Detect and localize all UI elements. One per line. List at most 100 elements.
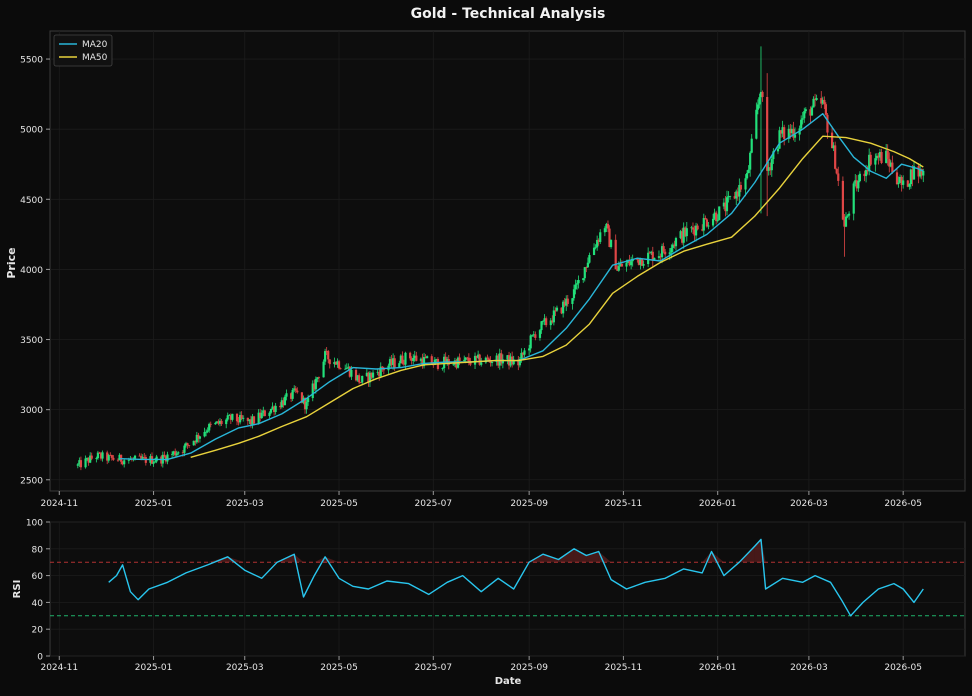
candle-body: [348, 366, 351, 377]
candle-body: [682, 227, 685, 243]
candle-body: [701, 229, 704, 231]
candle-body: [653, 257, 656, 261]
candle-body: [424, 357, 427, 359]
candle-body: [356, 375, 359, 381]
candle-body: [685, 228, 688, 237]
candle-body: [300, 392, 304, 403]
candle-body: [880, 152, 883, 163]
candle-body: [787, 128, 790, 139]
candle-body: [512, 359, 515, 365]
candle-body: [702, 218, 705, 231]
candle-body: [586, 262, 589, 268]
candle-body: [186, 443, 189, 446]
candle-body: [902, 180, 905, 185]
candle-body: [596, 239, 599, 248]
candle-body: [121, 461, 124, 465]
candle-body: [398, 363, 401, 368]
candle-body: [640, 259, 644, 266]
candle-body: [577, 280, 580, 284]
candle-body: [812, 98, 815, 108]
price-y-tick-label: 4000: [20, 266, 43, 276]
candle-body: [506, 355, 509, 360]
candle-body: [877, 155, 880, 158]
candle-body: [531, 334, 534, 336]
candle-body: [371, 372, 375, 378]
candle-body: [435, 358, 438, 360]
candle-body: [96, 452, 100, 459]
candle-body: [251, 416, 254, 425]
candle-body: [889, 162, 892, 167]
overbought-shade: [325, 556, 340, 563]
rsi-x-axis-label: Date: [495, 676, 522, 687]
candle-body: [166, 454, 169, 462]
candle-body: [235, 413, 239, 422]
candle-body: [314, 378, 317, 390]
candle-body: [897, 182, 900, 185]
candle-body: [112, 457, 115, 460]
candle-body: [473, 355, 477, 365]
candle-body: [745, 173, 749, 179]
rsi-x-tick-label: 2025-03: [226, 663, 264, 673]
candle-body: [520, 352, 523, 360]
candle-body: [495, 355, 498, 362]
candle-body: [738, 184, 741, 197]
candle-body: [855, 180, 858, 189]
candle-body: [809, 109, 812, 116]
candle-body: [674, 238, 678, 247]
candle-body: [521, 352, 525, 355]
price-grid: [50, 31, 965, 491]
candle-body: [249, 419, 253, 425]
candle-body: [392, 358, 395, 365]
price-x-tick-label: 2025-11: [605, 499, 643, 509]
rsi-x-tick-label: 2025-11: [605, 663, 643, 673]
candle-body: [679, 231, 682, 239]
candle-body: [895, 172, 899, 185]
candle-body: [739, 184, 742, 190]
candle-body: [843, 219, 846, 227]
candle-body: [609, 239, 613, 248]
candle-body: [316, 377, 319, 379]
candle-body: [339, 368, 342, 370]
candle-body: [257, 412, 260, 424]
rsi-y-tick-label: 100: [26, 519, 43, 529]
candle-body: [566, 298, 569, 304]
candle-body: [464, 357, 467, 360]
rsi-x-tick-label: 2025-09: [510, 663, 548, 673]
candle-body: [333, 361, 336, 365]
candle-body: [560, 307, 563, 314]
candle-body: [804, 109, 807, 112]
candle-body: [87, 457, 90, 463]
overbought-shade: [711, 551, 724, 563]
candle-body: [206, 430, 209, 432]
candle-body: [864, 170, 868, 177]
candle-body: [659, 256, 662, 258]
candle-body: [866, 170, 869, 172]
candle-body: [647, 252, 650, 265]
candle-body: [498, 353, 501, 366]
candle-body: [283, 396, 287, 406]
candle-body: [727, 196, 730, 198]
candle-body: [668, 252, 671, 255]
candle-body: [334, 361, 338, 365]
candle-body: [565, 298, 568, 306]
candle-body: [517, 359, 520, 366]
candle-body: [214, 422, 217, 425]
candle-body: [636, 259, 639, 261]
candle-body: [847, 213, 851, 216]
candle-body: [756, 104, 759, 110]
candle-body: [772, 151, 775, 160]
candle-body: [908, 184, 911, 187]
candle-body: [684, 227, 687, 237]
candle-body: [379, 366, 382, 377]
legend-label-ma50: MA50: [82, 53, 108, 63]
candle-body: [181, 452, 185, 454]
candle-body: [534, 334, 537, 338]
candle-body: [154, 461, 157, 463]
candle-body: [141, 456, 144, 459]
candle-body: [886, 150, 889, 159]
candle-body: [501, 359, 504, 364]
candle-body: [205, 431, 208, 433]
candle-body: [673, 244, 676, 247]
candle-body: [532, 334, 535, 336]
candle-body: [79, 460, 83, 468]
